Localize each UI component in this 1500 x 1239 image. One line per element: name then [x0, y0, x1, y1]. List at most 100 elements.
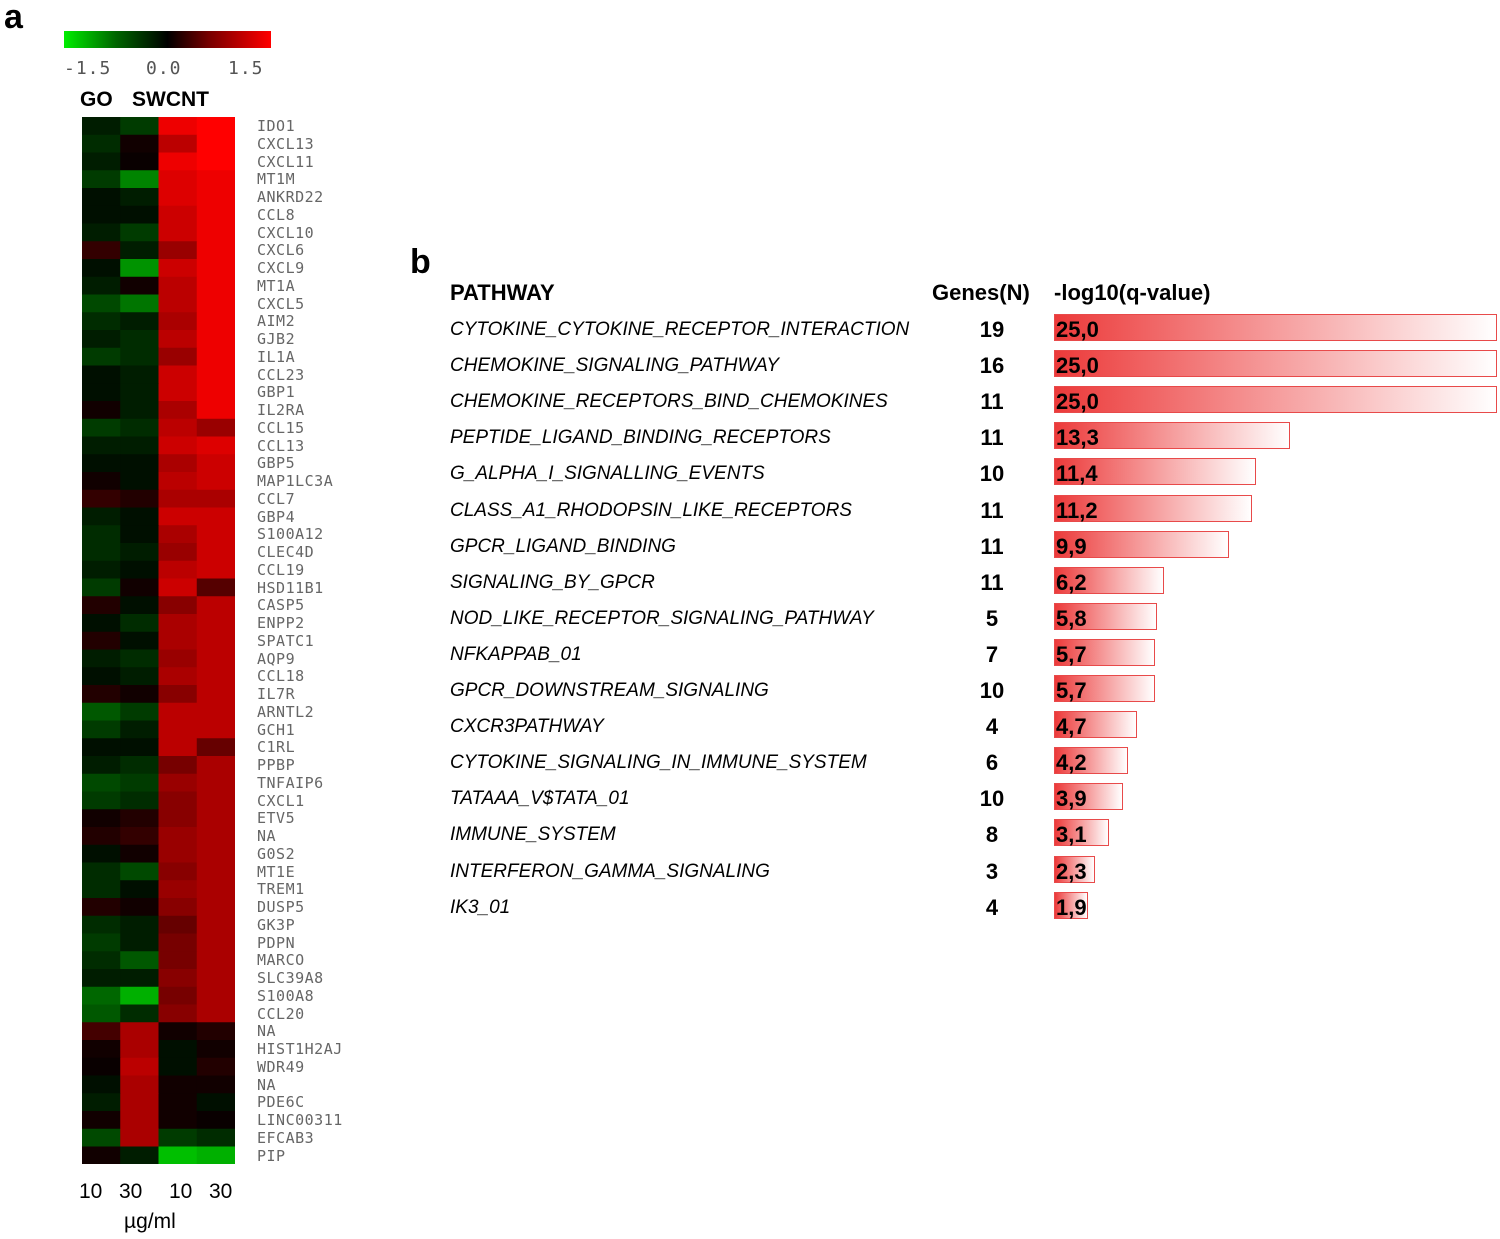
heatmap-cell	[158, 241, 198, 260]
heatmap-cell	[120, 862, 159, 881]
heatmap-cell	[196, 720, 235, 739]
heatmap-cell	[196, 152, 235, 171]
heatmap-cell	[196, 1111, 235, 1130]
heatmap-cell	[158, 1057, 198, 1076]
gene-label: CCL7	[257, 489, 296, 508]
heatmap-cell	[82, 1022, 121, 1041]
heatmap-cell	[120, 543, 159, 562]
heatmap-cell	[196, 756, 235, 775]
heatmap-cell	[82, 489, 121, 508]
gene-label: MT1E	[257, 862, 296, 881]
gene-label: CCL23	[257, 365, 305, 384]
pathway-value-label: 1,9	[1056, 894, 1087, 920]
heatmap-cell	[120, 791, 159, 810]
heatmap-cell	[120, 702, 159, 721]
heatmap-cell	[82, 1057, 121, 1076]
gene-label: ETV5	[257, 809, 296, 828]
pathway-name: PEPTIDE_LIGAND_BINDING_RECEPTORS	[450, 427, 831, 449]
heatmap-cell	[196, 330, 235, 349]
pathway-gene-count: 11	[980, 569, 1004, 595]
heatmap-cell	[158, 560, 198, 579]
pathway-name: NFKAPPAB_01	[450, 643, 582, 665]
pathway-value-label: 5,7	[1056, 641, 1087, 667]
heatmap-cell	[120, 259, 159, 278]
heatmap-cell	[158, 1022, 198, 1041]
heatmap-cell	[120, 986, 159, 1005]
heatmap-cell	[196, 312, 235, 331]
pathway-gene-count: 11	[980, 389, 1004, 415]
pathway-name: NOD_LIKE_RECEPTOR_SIGNALING_PATHWAY	[450, 607, 874, 629]
heatmap-cell	[120, 738, 159, 757]
heatmap-cell	[120, 401, 159, 420]
heatmap-cell	[196, 1057, 235, 1076]
heatmap-cell	[82, 259, 121, 278]
heatmap-cell	[158, 312, 198, 331]
heatmap-cell	[120, 578, 159, 597]
gene-label: TNFAIP6	[257, 773, 324, 792]
heatmap-cell	[196, 276, 235, 295]
heatmap-cell	[158, 507, 198, 526]
heatmap-cell	[82, 560, 121, 579]
pathway-value-label: 25,0	[1056, 317, 1099, 342]
gene-label: CXCL10	[257, 223, 315, 242]
gene-label: EFCAB3	[257, 1128, 315, 1147]
pathway-bar	[1054, 314, 1497, 341]
heatmap-cell	[82, 543, 121, 562]
heatmap-cell	[82, 170, 121, 189]
heatmap-cell	[196, 898, 235, 917]
pathway-value-label: 13,3	[1056, 425, 1099, 451]
heatmap-cell	[158, 862, 198, 881]
heatmap-cell	[82, 472, 121, 491]
heatmap-cell	[120, 685, 159, 704]
heatmap-cell	[196, 649, 235, 668]
gene-label: PIP	[257, 1146, 286, 1165]
heatmap-cell	[82, 720, 121, 739]
heatmap-cell	[158, 933, 198, 952]
gene-label: S100A8	[257, 986, 315, 1005]
heatmap-cell	[120, 1111, 159, 1130]
heatmap-cell	[158, 347, 198, 366]
heatmap-cell	[120, 969, 159, 988]
pathway-bar	[1054, 711, 1138, 739]
pathway-value-label: 4,2	[1056, 750, 1087, 776]
heatmap-cell	[120, 1022, 159, 1041]
heatmap-cell	[158, 756, 198, 775]
heatmap-cell	[82, 1093, 121, 1112]
pathway-name: CHEMOKINE_SIGNALING_PATHWAY	[450, 355, 780, 377]
heatmap-cell	[120, 1093, 159, 1112]
pathway-bar	[1054, 566, 1164, 594]
heatmap-cell	[82, 898, 121, 917]
pathway-gene-count: 11	[980, 425, 1004, 451]
heatmap-cell	[120, 507, 159, 526]
heatmap-cell	[82, 1128, 121, 1147]
heatmap-cell	[82, 1146, 121, 1164]
gene-label: GBP5	[257, 454, 296, 473]
heatmap-cell	[120, 915, 159, 934]
heatmap-cell	[120, 809, 159, 828]
gene-label: CXCL11	[257, 152, 315, 171]
heatmap-cell	[82, 383, 121, 402]
heatmap-cell	[82, 880, 121, 899]
heatmap-cell	[196, 631, 235, 650]
pathway-name: GPCR_LIGAND_BINDING	[450, 535, 676, 557]
colorbar-min-label: -1.5	[64, 58, 112, 79]
pathway-value-label: 6,2	[1056, 569, 1087, 595]
heatmap-cell	[158, 578, 198, 597]
x-tick-go-30: 30	[119, 1180, 143, 1203]
heatmap-cell	[196, 809, 235, 828]
heatmap-cell	[120, 560, 159, 579]
gene-label: AIM2	[257, 312, 296, 331]
colorbar-mid-label: 0.0	[146, 58, 182, 79]
heatmap-cell	[82, 809, 121, 828]
gene-label: CCL8	[257, 205, 296, 224]
heatmap-cell	[158, 436, 198, 455]
heatmap-cell	[158, 525, 198, 544]
heatmap-cell	[196, 844, 235, 863]
gene-label: GBP1	[257, 383, 296, 402]
heatmap-cell	[82, 312, 121, 331]
heatmap-cell	[82, 933, 121, 952]
heatmap-cell	[196, 489, 235, 508]
x-tick-swcnt-10: 10	[169, 1180, 193, 1203]
heatmap-cell	[196, 738, 235, 757]
heatmap-cell	[196, 294, 235, 313]
